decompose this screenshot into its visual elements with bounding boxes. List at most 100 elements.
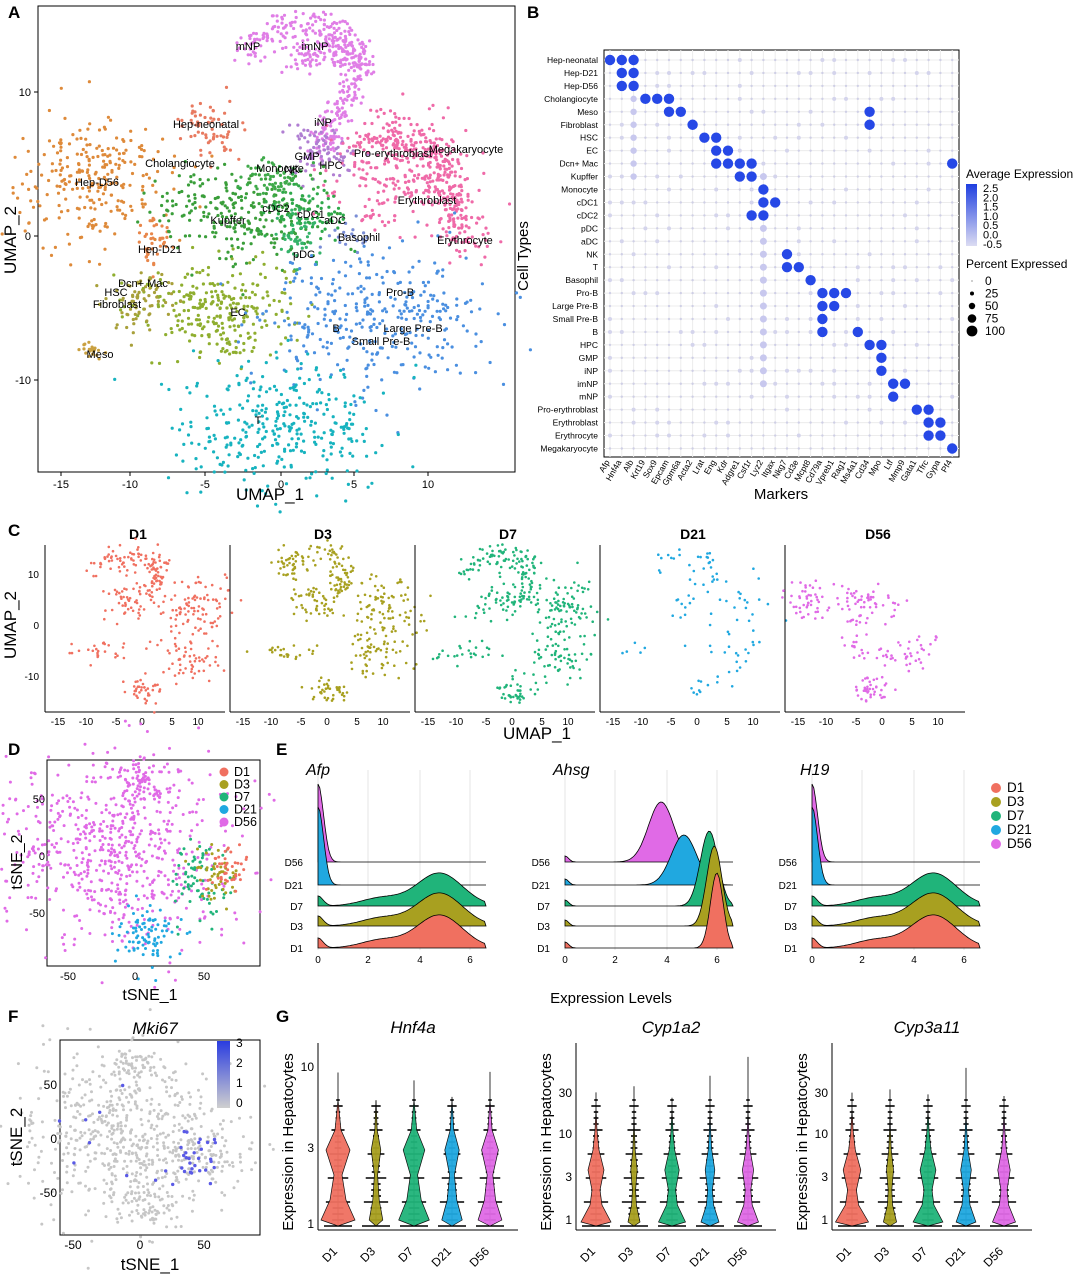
umap-point: [364, 427, 368, 431]
dotplot-dot: [927, 136, 930, 139]
dotplot-dot: [702, 70, 707, 75]
umap-point: [184, 613, 187, 616]
umap-point: [323, 55, 327, 59]
dotplot-dot: [844, 420, 848, 425]
umap-point: [143, 686, 146, 689]
umap-point: [352, 69, 356, 73]
umap-point: [139, 553, 143, 557]
cell-type-label: Meso: [577, 107, 598, 117]
dotplot-dot: [774, 71, 777, 75]
dotplot-dot: [691, 317, 694, 321]
dotplot-dot: [903, 278, 907, 282]
umap-point: [426, 189, 430, 193]
umap-point: [181, 622, 185, 626]
umap-point: [209, 201, 213, 205]
dotplot-dot: [927, 369, 930, 372]
umap-point: [314, 470, 318, 474]
umap-point: [311, 593, 315, 596]
umap-point: [395, 157, 399, 161]
dotplot-dot: [891, 278, 896, 283]
umap-point: [341, 19, 345, 23]
marker-label: Mpo: [866, 458, 883, 478]
umap-point: [173, 674, 177, 677]
umap-point: [343, 375, 347, 379]
umap-point: [180, 214, 184, 218]
dotplot-dot: [892, 240, 895, 243]
umap-point: [274, 312, 278, 316]
dotplot-dot: [644, 434, 647, 437]
umap-point: [459, 213, 463, 217]
umap-point: [407, 179, 411, 183]
umap-point: [428, 176, 432, 180]
umap-point: [185, 386, 189, 390]
dotplot-dot: [726, 343, 730, 347]
dotplot-dot: [832, 394, 837, 399]
umap-point: [137, 611, 140, 615]
umap-point: [333, 102, 337, 106]
dotplot-dot: [833, 434, 836, 437]
umap-point: [173, 594, 177, 597]
umap-point: [295, 428, 299, 432]
umap-point: [466, 198, 470, 202]
umap-point: [302, 439, 306, 443]
umap-point: [303, 58, 307, 63]
umap-point: [215, 134, 219, 138]
umap-point: [113, 232, 117, 236]
umap-point: [209, 621, 213, 625]
umap-point: [277, 572, 281, 575]
umap-point: [164, 300, 168, 305]
dotplot-dot: [939, 123, 942, 126]
umap-point: [337, 107, 341, 111]
umap-point: [326, 614, 329, 617]
umap-point: [369, 626, 372, 629]
umap-point: [312, 430, 316, 434]
x-tick-label: -10: [79, 717, 94, 728]
umap-point: [305, 162, 309, 166]
umap-point: [294, 237, 298, 242]
umap-point: [158, 553, 161, 557]
umap-point: [350, 439, 354, 443]
umap-point: [110, 170, 114, 174]
umap-point: [469, 568, 472, 571]
dotplot-dot: [619, 122, 624, 127]
umap-point: [451, 157, 455, 162]
umap-point: [331, 548, 334, 551]
umap-point: [381, 602, 384, 605]
dotplot-dot: [899, 378, 911, 389]
umap-point: [251, 282, 255, 286]
umap-point: [140, 198, 144, 202]
dotplot-dot: [844, 187, 848, 192]
dotplot-dot: [903, 175, 907, 178]
dotplot-dot: [785, 175, 789, 178]
umap-point: [342, 431, 346, 435]
umap-point: [303, 224, 307, 228]
umap-point: [178, 137, 183, 141]
umap-point: [119, 559, 122, 563]
umap-point: [140, 202, 144, 206]
umap-point: [363, 656, 367, 660]
dotplot-dot: [679, 304, 682, 308]
dotplot-dot: [679, 58, 682, 62]
umap-point: [240, 288, 244, 292]
umap-point: [245, 650, 249, 653]
umap-point: [387, 596, 391, 600]
dotplot-dot: [844, 395, 848, 398]
umap-point: [327, 44, 332, 48]
umap-point: [95, 647, 98, 651]
umap-point: [279, 32, 283, 36]
cell-type-label: aDC: [581, 236, 598, 246]
umap-point: [453, 237, 457, 241]
umap-point: [318, 290, 322, 294]
umap-point: [307, 194, 311, 198]
dotplot-dot: [833, 317, 836, 321]
umap-point: [515, 548, 518, 552]
dotplot-dot: [663, 106, 675, 118]
umap-point: [93, 644, 96, 648]
umap-point: [307, 153, 311, 157]
dotplot-dot: [703, 304, 706, 308]
umap-point: [87, 163, 91, 167]
dotplot-dot: [774, 149, 777, 152]
dotplot-dot: [903, 84, 907, 88]
umap-point: [420, 613, 423, 617]
cell-type-label: iNP: [584, 366, 598, 376]
